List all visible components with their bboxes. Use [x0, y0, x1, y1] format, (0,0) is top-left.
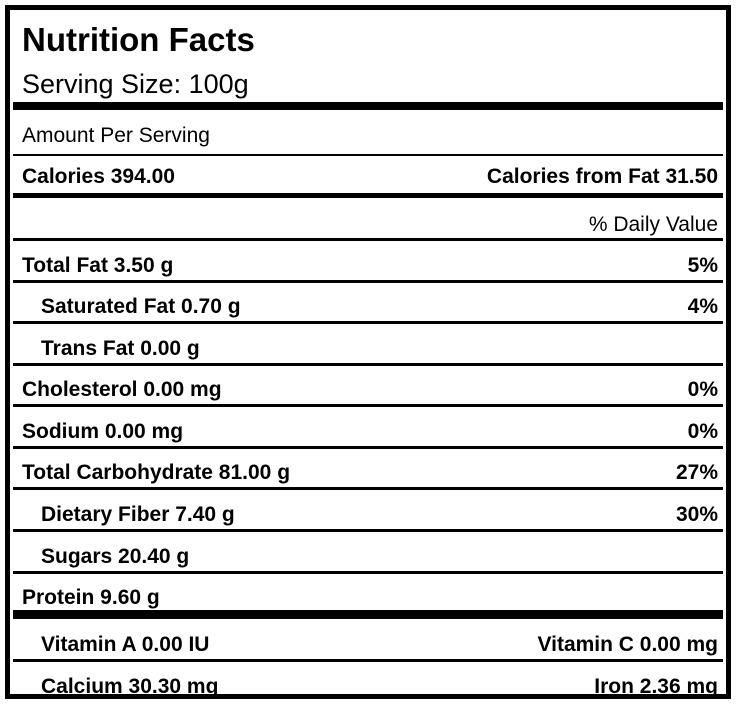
saturated-fat-dv: 4% — [687, 295, 718, 318]
nutrient-row-protein: Protein 9.60 g — [22, 586, 718, 610]
calories-row: Calories 394.00 Calories from Fat 31.50 — [22, 165, 718, 189]
vitamin-a-value: Vitamin A 0.00 IU — [41, 633, 210, 656]
divider — [13, 446, 723, 449]
mineral-row-calcium-iron: Calcium 30.30 mg Iron 2.36 mg — [41, 675, 718, 699]
vitamin-c-value: Vitamin C 0.00 mg — [537, 633, 718, 656]
thick-divider — [13, 102, 723, 110]
nutrient-row-dietary-fiber: Dietary Fiber 7.40 g 30% — [41, 503, 718, 527]
divider — [13, 238, 723, 241]
nutrient-row-cholesterol: Cholesterol 0.00 mg 0% — [22, 378, 718, 402]
nutrient-row-trans-fat: Trans Fat 0.00 g — [41, 337, 718, 361]
total-fat-label: Total Fat 3.50 g — [22, 254, 174, 277]
calories-value: Calories 394.00 — [22, 165, 175, 188]
total-carbohydrate-dv: 27% — [675, 461, 718, 484]
nutrient-row-sodium: Sodium 0.00 mg 0% — [22, 420, 718, 444]
divider — [13, 280, 723, 283]
divider — [13, 529, 723, 532]
vitamin-row-a-c: Vitamin A 0.00 IU Vitamin C 0.00 mg — [41, 633, 718, 657]
serving-size: Serving Size: 100g — [22, 69, 249, 99]
protein-label: Protein 9.60 g — [22, 586, 160, 609]
amount-per-serving-row: Amount Per Serving — [22, 124, 718, 148]
nutrient-row-saturated-fat: Saturated Fat 0.70 g 4% — [41, 295, 718, 319]
sodium-label: Sodium 0.00 mg — [22, 420, 184, 443]
divider — [13, 321, 723, 324]
sugars-label: Sugars 20.40 g — [41, 545, 190, 568]
medium-divider — [13, 193, 723, 198]
iron-value: Iron 2.36 mg — [594, 675, 718, 698]
divider — [13, 571, 723, 574]
cholesterol-dv: 0% — [687, 378, 718, 401]
divider — [13, 487, 723, 490]
divider — [13, 659, 723, 662]
trans-fat-label: Trans Fat 0.00 g — [41, 337, 200, 360]
dietary-fiber-dv: 30% — [675, 503, 718, 526]
divider — [13, 404, 723, 407]
divider — [13, 363, 723, 366]
nutrient-row-total-fat: Total Fat 3.50 g 5% — [22, 254, 718, 278]
saturated-fat-label: Saturated Fat 0.70 g — [41, 295, 241, 318]
dietary-fiber-label: Dietary Fiber 7.40 g — [41, 503, 235, 526]
calcium-value: Calcium 30.30 mg — [41, 675, 219, 698]
sodium-dv: 0% — [687, 420, 718, 443]
nutrient-row-sugars: Sugars 20.40 g — [41, 545, 718, 569]
divider — [13, 154, 723, 156]
total-fat-dv: 5% — [687, 254, 718, 277]
amount-per-serving-text: Amount Per Serving — [22, 124, 210, 147]
thick-divider — [13, 610, 723, 619]
daily-value-header: % Daily Value — [588, 213, 718, 236]
daily-value-header-row: % Daily Value — [22, 213, 718, 237]
nutrition-facts-label: Nutrition Facts Serving Size: 100g Amoun… — [5, 5, 731, 699]
cholesterol-label: Cholesterol 0.00 mg — [22, 378, 222, 401]
label-title: Nutrition Facts — [22, 21, 255, 58]
nutrient-row-total-carbohydrate: Total Carbohydrate 81.00 g 27% — [22, 461, 718, 485]
calories-from-fat-value: Calories from Fat 31.50 — [486, 165, 718, 188]
total-carbohydrate-label: Total Carbohydrate 81.00 g — [22, 461, 291, 484]
